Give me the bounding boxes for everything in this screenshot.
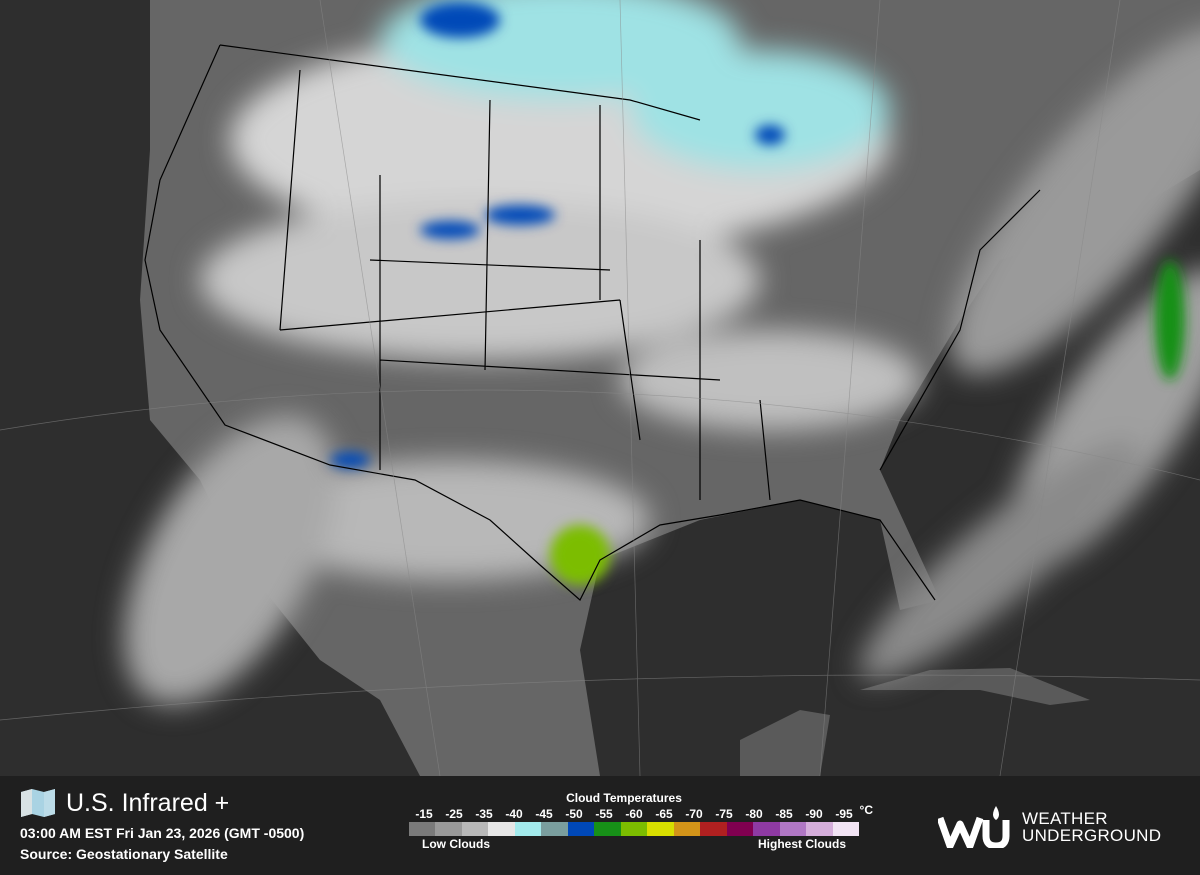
legend-label: -70 <box>685 807 703 821</box>
legend-label: -50 <box>565 807 583 821</box>
map-icon <box>21 789 55 817</box>
legend-swatch <box>673 822 701 836</box>
legend-swatch <box>594 822 621 836</box>
legend-swatch <box>461 822 489 836</box>
cloud-temperature-legend: Cloud Temperatures °C -15 -25 -35 -40 -45 -50… <box>409 791 873 851</box>
legend-label: -55 <box>595 807 613 821</box>
legend-swatch <box>567 822 595 836</box>
legend-label: -65 <box>655 807 673 821</box>
legend-label: -35 <box>475 807 493 821</box>
legend-label: -95 <box>835 807 853 821</box>
wu-logo-icon <box>938 806 1010 848</box>
legend-swatch <box>488 822 515 836</box>
map-footer: U.S. Infrared + 03:00 AM EST Fri Jan 23,… <box>0 776 1200 875</box>
legend-swatch <box>541 822 568 836</box>
legend-label: -90 <box>805 807 823 821</box>
legend-label: -40 <box>505 807 523 821</box>
legend-swatch <box>832 822 859 836</box>
weather-underground-logo[interactable]: WEATHER UNDERGROUND <box>938 806 1161 848</box>
legend-swatch <box>620 822 648 836</box>
legend-label: -85 <box>775 807 793 821</box>
legend-unit: °C <box>859 803 873 817</box>
legend-label: -80 <box>745 807 763 821</box>
satellite-map[interactable] <box>0 0 1200 776</box>
yucatan <box>740 710 830 776</box>
timestamp: 03:00 AM EST Fri Jan 23, 2026 (GMT -0500… <box>20 825 305 841</box>
layer-title: U.S. Infrared + <box>66 788 230 817</box>
legend-high-label: Highest Clouds <box>757 837 846 851</box>
cuba <box>860 668 1090 705</box>
legend-swatch <box>700 822 727 836</box>
legend-low-label: Low Clouds <box>422 837 490 851</box>
data-source: Source: Geostationary Satellite <box>20 846 228 862</box>
legend-swatch <box>726 822 754 836</box>
legend-swatch <box>514 822 542 836</box>
legend-label: -60 <box>625 807 643 821</box>
logo-text-underground: UNDERGROUND <box>1022 826 1162 845</box>
legend-swatch <box>806 822 833 836</box>
map-canvas <box>0 0 1200 776</box>
legend-swatch <box>779 822 807 836</box>
legend-swatches <box>409 822 859 836</box>
legend-swatch <box>409 822 436 836</box>
legend-swatch <box>435 822 462 836</box>
legend-title: Cloud Temperatures <box>566 791 682 805</box>
legend-swatch <box>753 822 780 836</box>
legend-label: -45 <box>535 807 553 821</box>
state-borders <box>144 44 1041 601</box>
graticule <box>0 0 1200 776</box>
legend-swatch <box>647 822 674 836</box>
legend-label: -15 <box>415 807 433 821</box>
logo-text-weather: WEATHER <box>1022 809 1108 828</box>
legend-label: -75 <box>715 807 733 821</box>
legend-label: -25 <box>445 807 463 821</box>
legend-labels: °C -15 -25 -35 -40 -45 -50 -55 -60 -65 -70 -75 -80-… <box>409 803 873 822</box>
